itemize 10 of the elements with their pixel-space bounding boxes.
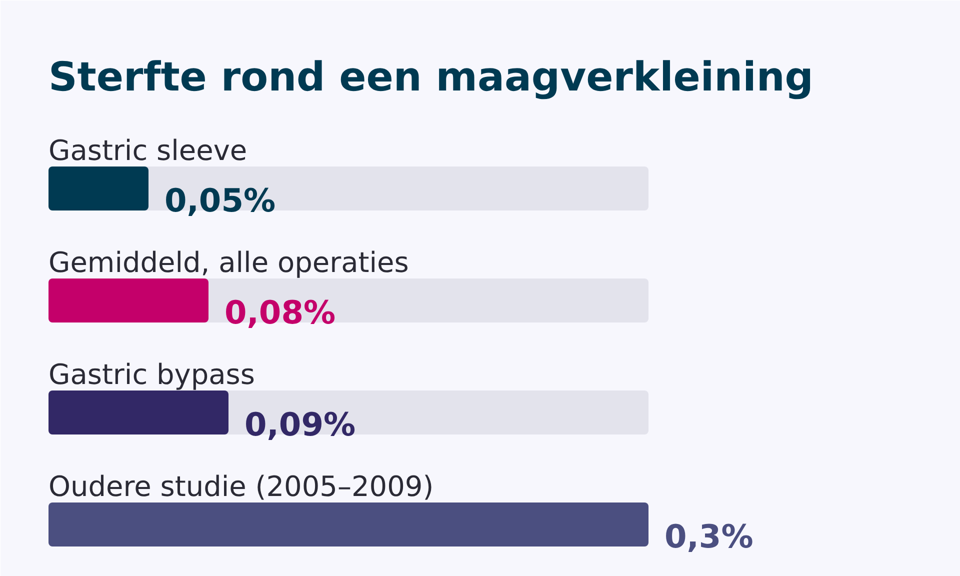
data-label: 0,09% [244, 406, 356, 444]
chart-title: Sterfte rond een maagverkleining [48, 54, 814, 100]
y-tick-label: Oudere studie (2005–2009) [48, 470, 434, 503]
y-tick-label: Gemiddeld, alle operaties [48, 246, 409, 279]
y-tick-label: Gastric bypass [48, 358, 255, 391]
bar [48, 166, 148, 210]
y-tick-label: Gastric sleeve [48, 134, 248, 167]
data-label: 0,08% [224, 294, 336, 332]
data-label: 0,05% [164, 182, 276, 220]
data-label: 0,3% [664, 518, 754, 556]
